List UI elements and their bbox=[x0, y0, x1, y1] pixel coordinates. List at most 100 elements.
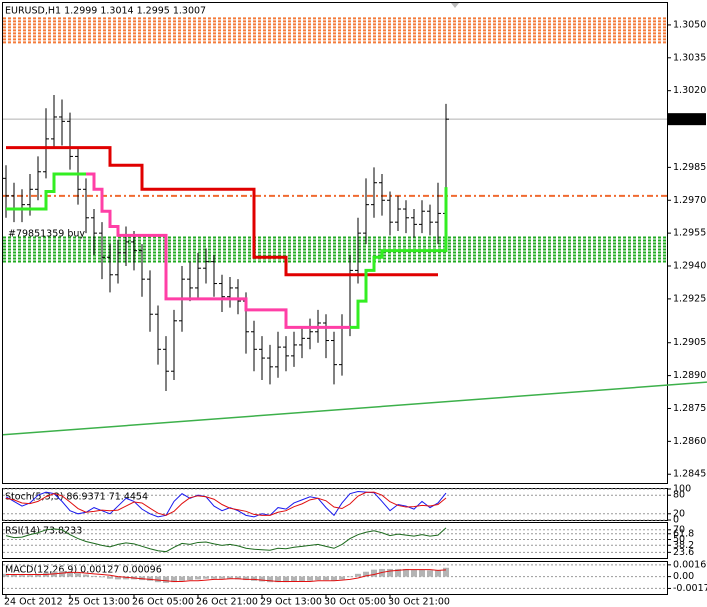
histogram-bar bbox=[83, 574, 89, 577]
histogram-bar bbox=[107, 576, 113, 579]
y-tick-label: 1.3050 bbox=[673, 19, 706, 30]
current-price-box bbox=[668, 113, 706, 126]
y-tick-label: 1.2925 bbox=[673, 293, 706, 304]
y-tick-label: 23.6 bbox=[673, 547, 694, 558]
histogram-bar bbox=[395, 568, 401, 577]
histogram-bar bbox=[115, 576, 121, 580]
histogram-bar bbox=[283, 576, 289, 583]
x-tick-label: 25 Oct 13:00 bbox=[68, 597, 130, 607]
y-tick-label: 1.2940 bbox=[673, 261, 706, 272]
pane-title: Stoch(5,3,3) 86.9371 71.4454 bbox=[5, 492, 148, 503]
x-tick-label: 24 Oct 2012 bbox=[4, 597, 63, 607]
y-tick-label: 38.2 bbox=[673, 540, 694, 551]
series-line bbox=[5, 527, 447, 553]
histogram-bar bbox=[35, 574, 41, 577]
histogram-bar bbox=[179, 576, 185, 581]
histogram-bar bbox=[403, 568, 409, 577]
histogram-bar bbox=[411, 569, 417, 577]
y-tick-label: 1.2905 bbox=[673, 337, 706, 348]
x-tick-label: 30 Oct 21:00 bbox=[388, 597, 450, 607]
macd-pane-border bbox=[2, 561, 668, 595]
y-tick-label: 0.00 bbox=[673, 571, 694, 582]
histogram-bar bbox=[275, 576, 281, 583]
histogram-bar bbox=[443, 567, 449, 577]
histogram-bar bbox=[243, 576, 249, 581]
histogram-bar bbox=[299, 576, 305, 582]
histogram-bar bbox=[91, 575, 97, 577]
y-tick-label: 1.2875 bbox=[673, 403, 706, 414]
histogram-bar bbox=[267, 576, 273, 583]
histogram-bar bbox=[163, 576, 169, 583]
series-line bbox=[6, 569, 447, 582]
series-line bbox=[86, 172, 350, 329]
y-tick-label: 50 bbox=[673, 534, 685, 545]
x-tick-label: 30 Oct 05:00 bbox=[324, 597, 386, 607]
histogram-bar bbox=[387, 568, 393, 577]
histogram-bar bbox=[203, 576, 209, 579]
y-tick-label: 70 bbox=[673, 524, 685, 535]
histogram-bar bbox=[371, 569, 377, 577]
x-tick-label: 26 Oct 21:00 bbox=[196, 597, 258, 607]
price-zone bbox=[3, 17, 667, 44]
histogram-bar bbox=[19, 575, 25, 577]
y-tick-label: 1.2970 bbox=[673, 195, 706, 206]
histogram-bar bbox=[323, 576, 329, 581]
y-tick-label: 0.00169 bbox=[673, 559, 707, 570]
shift-marker bbox=[451, 3, 459, 8]
histogram-bar bbox=[331, 576, 337, 581]
histogram-bar bbox=[355, 573, 361, 577]
histogram-bar bbox=[67, 571, 73, 577]
y-tick-label: 0 bbox=[673, 515, 679, 526]
y-tick-label: 1.2860 bbox=[673, 436, 706, 447]
current-price-label: 1.3007 bbox=[673, 114, 706, 125]
histogram-bar bbox=[347, 576, 353, 578]
series-line bbox=[5, 491, 447, 516]
y-tick-label: 80 bbox=[673, 490, 685, 501]
histogram-bar bbox=[123, 576, 129, 580]
histogram-bar bbox=[435, 570, 441, 577]
series-line bbox=[350, 187, 448, 329]
histogram-bar bbox=[211, 576, 217, 579]
histogram-bar bbox=[59, 571, 65, 577]
histogram-bar bbox=[3, 573, 9, 577]
histogram-bar bbox=[75, 573, 81, 577]
series-line bbox=[6, 146, 438, 277]
histogram-bar bbox=[259, 576, 265, 582]
histogram-bar bbox=[195, 576, 201, 580]
histogram-bar bbox=[155, 576, 161, 583]
pane-title: EURUSD,H1 1.2999 1.3014 1.2995 1.3007 bbox=[5, 6, 206, 17]
y-tick-label: 1.3035 bbox=[673, 52, 706, 63]
y-tick-label: 20 bbox=[673, 508, 685, 519]
y-tick-label: 61.8 bbox=[673, 528, 694, 539]
histogram-bar bbox=[315, 576, 321, 581]
trendline bbox=[2, 381, 707, 436]
histogram-bar bbox=[147, 576, 153, 581]
histogram-bar bbox=[291, 576, 297, 582]
histogram-bar bbox=[251, 576, 257, 581]
histogram-bar bbox=[427, 570, 433, 577]
series-line bbox=[6, 172, 86, 211]
pane-title: MACD(12,26,9) 0.00127 0.00096 bbox=[5, 565, 162, 576]
histogram-bar bbox=[339, 576, 345, 580]
histogram-bar bbox=[219, 576, 225, 579]
main-pane-border bbox=[2, 2, 668, 484]
histogram-bar bbox=[99, 576, 105, 578]
y-tick-label: 1.2985 bbox=[673, 162, 706, 173]
histogram-bar bbox=[363, 571, 369, 577]
histogram-bar bbox=[11, 574, 17, 577]
histogram-bar bbox=[187, 576, 193, 581]
rsi-pane-border bbox=[2, 522, 668, 559]
histogram-bar bbox=[171, 576, 177, 583]
histogram-bar bbox=[419, 569, 425, 577]
y-tick-label: 1.2890 bbox=[673, 370, 706, 381]
x-tick-label: 29 Oct 13:00 bbox=[260, 597, 322, 607]
price-zone bbox=[3, 236, 667, 263]
y-tick-label: 1.2955 bbox=[673, 228, 706, 239]
y-tick-label: 1.3020 bbox=[673, 85, 706, 96]
histogram-bar bbox=[235, 576, 241, 580]
order-annotation: #79851359 buy bbox=[8, 229, 85, 240]
histogram-bar bbox=[227, 576, 233, 579]
x-tick-label: 26 Oct 05:00 bbox=[132, 597, 194, 607]
